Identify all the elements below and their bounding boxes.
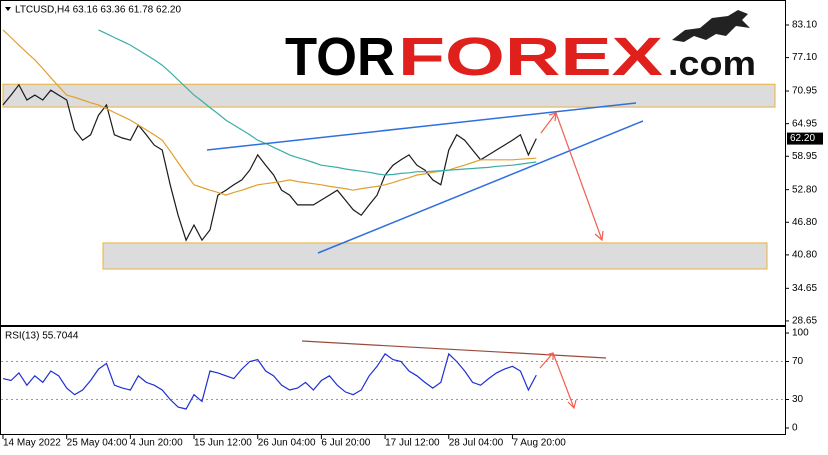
logo-tor: TOR <box>285 27 395 87</box>
x-tick-label: 14 May 2022 <box>3 438 61 449</box>
zone <box>2 83 776 108</box>
x-tick-label: 7 Aug 20:00 <box>512 438 566 449</box>
last-price-box <box>787 132 823 145</box>
y-tick-label: 83.10 <box>792 20 817 31</box>
arrow <box>539 352 554 369</box>
rsi-trend-line <box>301 340 607 359</box>
y-tick-label: 70.95 <box>792 86 817 97</box>
y-tick-label: 100 <box>792 328 809 339</box>
main-pane-frame <box>0 0 786 326</box>
y-tick-label: 28.65 <box>792 316 817 327</box>
x-tick-label: 6 Jul 20:00 <box>321 438 370 449</box>
y-tick-label: 0 <box>792 423 798 434</box>
x-tick-label: 4 Jun 20:00 <box>130 438 183 449</box>
price-line <box>2 352 537 410</box>
trend-line <box>317 120 644 254</box>
marks <box>1 29 785 410</box>
x-tick-label: 17 Jul 12:00 <box>385 438 440 449</box>
rsi-header: RSI(13) 55.7044 <box>5 331 79 342</box>
arrow <box>555 112 603 241</box>
logo-com: .com <box>668 45 756 83</box>
arrow <box>552 352 575 409</box>
rsi-pane-frame <box>0 326 786 435</box>
arrow-head <box>594 230 604 242</box>
last-price-label: 62.20 <box>790 133 815 144</box>
logo-bull <box>672 10 750 42</box>
y-tick-label: 40.80 <box>792 250 817 261</box>
symbol-header: LTCUSD,H4 63.16 63.36 61.78 62.20 <box>15 5 181 16</box>
y-tick-label: 30 <box>792 394 804 405</box>
y-tick-label: 34.65 <box>792 283 817 294</box>
y-tick-label: 70 <box>792 356 804 367</box>
logo-forex: FOREX <box>398 27 663 87</box>
y-tick-label: 46.80 <box>792 217 817 228</box>
x-tick-label: 15 Jun 12:00 <box>194 438 252 449</box>
price-line <box>2 83 537 242</box>
y-tick-label: 58.95 <box>792 151 817 162</box>
y-tick-label: 77.10 <box>792 52 817 63</box>
y-tick-label: 52.80 <box>792 184 817 195</box>
zone <box>102 242 768 270</box>
y-tick-label: 64.95 <box>792 118 817 129</box>
x-tick-label: 26 Jun 04:00 <box>258 438 316 449</box>
arrow <box>540 112 557 134</box>
x-tick-label: 28 Jul 04:00 <box>449 438 504 449</box>
price-line <box>98 29 537 176</box>
trend-line <box>206 102 637 151</box>
x-tick-label: 25 May 04:00 <box>67 438 128 449</box>
arrow-head <box>567 399 577 410</box>
menu-icon <box>5 7 11 11</box>
